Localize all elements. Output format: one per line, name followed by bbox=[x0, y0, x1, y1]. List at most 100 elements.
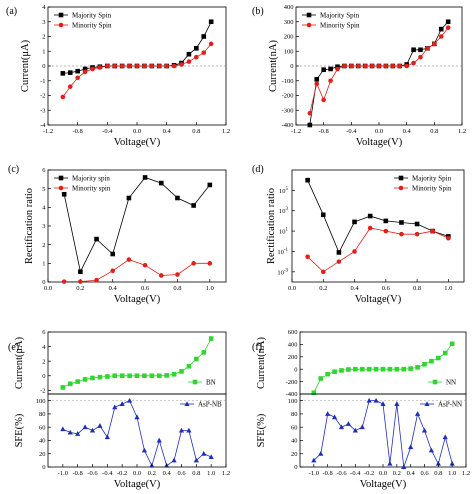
data-point bbox=[82, 69, 88, 75]
data-point bbox=[61, 191, 67, 197]
data-point bbox=[208, 41, 214, 47]
x-tick-label: 0.0 bbox=[133, 470, 141, 477]
x-tick-label: -1.2 bbox=[43, 128, 53, 135]
y-tick-label: 0 bbox=[42, 373, 45, 380]
data-point bbox=[82, 424, 88, 430]
data-point bbox=[332, 369, 337, 374]
data-point bbox=[366, 397, 372, 403]
y-tick-label: 2 bbox=[42, 34, 45, 41]
data-point bbox=[394, 401, 400, 406]
data-point bbox=[307, 110, 313, 116]
y-tick-exponent: -1 bbox=[284, 248, 289, 253]
y-axis-label: Rectification ratio bbox=[266, 188, 277, 264]
panel-label: (b) bbox=[252, 6, 264, 17]
data-point bbox=[373, 397, 379, 403]
data-point bbox=[320, 212, 326, 218]
data-point bbox=[380, 401, 386, 406]
data-point bbox=[411, 60, 416, 66]
series-line bbox=[307, 180, 449, 254]
data-point bbox=[90, 66, 95, 72]
x-tick-label: 0.0 bbox=[375, 128, 383, 135]
data-point bbox=[314, 76, 320, 82]
data-point bbox=[156, 437, 162, 443]
x-tick-label: 1.0 bbox=[207, 470, 215, 477]
series-line bbox=[307, 227, 449, 273]
data-point bbox=[119, 373, 125, 379]
y-tick-label: -200 bbox=[282, 93, 294, 100]
data-point bbox=[449, 341, 455, 347]
x-tick-label: -0.8 bbox=[73, 470, 83, 477]
data-point bbox=[78, 269, 83, 275]
x-tick-label: 1.2 bbox=[222, 470, 230, 477]
data-point bbox=[97, 65, 103, 70]
y-tick-label: 400 bbox=[284, 4, 294, 11]
data-point bbox=[67, 429, 73, 435]
x-tick-label: 0.8 bbox=[430, 128, 438, 135]
data-point bbox=[345, 421, 352, 426]
x-tick-label: -0.4 bbox=[102, 470, 113, 477]
y-tick-label: 0 bbox=[42, 63, 45, 70]
data-point bbox=[104, 434, 110, 440]
x-tick-label: 0.4 bbox=[350, 285, 359, 292]
data-point bbox=[105, 374, 110, 379]
data-point bbox=[380, 366, 386, 372]
y-axis-label: Current(μA) bbox=[14, 336, 25, 389]
legend-marker bbox=[424, 401, 430, 406]
data-point bbox=[353, 366, 358, 372]
data-point bbox=[171, 372, 177, 377]
data-point bbox=[208, 454, 214, 460]
data-point bbox=[383, 63, 389, 69]
data-point bbox=[305, 177, 310, 183]
data-point bbox=[175, 195, 180, 201]
data-point bbox=[367, 225, 373, 231]
chart-panel-f: (f) -400 -200 0 200 400 600 NN Current(nA) 0 20 40 6… bbox=[252, 329, 470, 490]
data-point bbox=[373, 366, 379, 372]
data-point bbox=[201, 350, 207, 355]
y-tick-label: 300 bbox=[284, 19, 294, 26]
y-tick-label: -100 bbox=[282, 78, 294, 85]
data-point bbox=[394, 366, 400, 372]
legend-marker bbox=[432, 379, 438, 385]
data-point bbox=[110, 268, 116, 274]
data-point bbox=[186, 51, 192, 57]
data-point bbox=[321, 97, 326, 103]
data-point bbox=[158, 180, 164, 186]
data-point bbox=[325, 371, 330, 377]
data-point bbox=[352, 427, 358, 433]
x-tick-label: -0.8 bbox=[73, 128, 83, 135]
y-tick-label: 101 bbox=[279, 228, 289, 236]
data-point bbox=[449, 460, 455, 466]
legend-label: Majority Spin bbox=[412, 175, 452, 183]
data-point bbox=[89, 427, 96, 433]
y-tick-label: 10-3 bbox=[277, 268, 288, 276]
y-tick-label: -2 bbox=[40, 388, 45, 395]
y-tick-label: -1 bbox=[40, 78, 45, 85]
data-point bbox=[60, 94, 66, 100]
y-tick-label: 6 bbox=[42, 167, 46, 174]
y-tick-label: 3 bbox=[42, 19, 45, 26]
data-point bbox=[328, 78, 333, 84]
legend-label: AsP-NN bbox=[438, 401, 462, 409]
y-tick-label: 40 bbox=[291, 438, 298, 445]
legend-marker bbox=[398, 175, 404, 181]
data-point bbox=[418, 47, 423, 53]
data-point bbox=[425, 46, 430, 51]
data-point bbox=[201, 34, 207, 39]
chart-panel-a: (a) -1.2 -0.8 -0.4 0.0 0.4 0.8 1.2 -4 -3 -2 -1 0 1 2 3 4… bbox=[6, 4, 230, 148]
data-point bbox=[352, 219, 357, 225]
y-tick-label: 60 bbox=[39, 424, 46, 431]
x-tick-label: 0.6 bbox=[177, 470, 186, 477]
y-tick-exponent: 3 bbox=[286, 207, 289, 212]
data-point bbox=[331, 414, 338, 420]
data-point bbox=[119, 63, 125, 69]
x-tick-label: 0.0 bbox=[379, 470, 387, 477]
data-point bbox=[201, 450, 207, 456]
data-point bbox=[149, 63, 155, 69]
legend-label: Majority Spin bbox=[72, 12, 112, 20]
data-point bbox=[429, 358, 434, 364]
data-point bbox=[418, 54, 423, 60]
data-point bbox=[119, 401, 125, 406]
legend-label: AsP-NB bbox=[198, 401, 222, 409]
x-tick-label: 0.4 bbox=[403, 128, 412, 135]
data-point bbox=[383, 218, 389, 224]
